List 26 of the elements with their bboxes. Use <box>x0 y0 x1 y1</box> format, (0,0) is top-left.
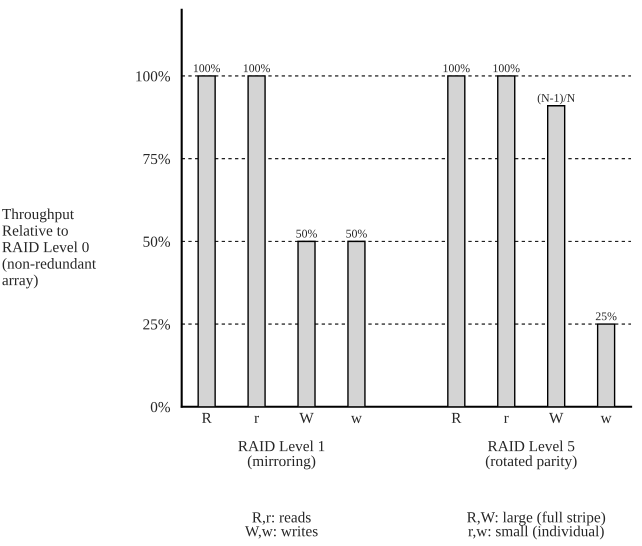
y-axis-title: Throughput Relative to RAID Level 0 (non-redundant array) <box>2 208 96 288</box>
text: RAID Level 1 (mirroring) <box>238 440 324 470</box>
x-tick-label: w <box>600 416 612 424</box>
text: RAID Level 5 (rotated parity) <box>486 440 577 470</box>
x-tick-label: R <box>452 412 462 423</box>
y-tick-label: 25% <box>143 319 170 330</box>
x-tick-label: r <box>504 416 509 423</box>
data-label: 100% <box>494 64 520 72</box>
y-tick-label: 100% <box>136 71 170 82</box>
data-label: 100% <box>444 64 470 72</box>
data-label: 25% <box>596 312 617 320</box>
x-tick-label: W <box>548 412 564 424</box>
x-tick-label: r <box>254 416 259 423</box>
y-tick-label: 0% <box>150 402 170 412</box>
data-label: 50% <box>296 230 317 238</box>
x-tick-label: w <box>350 416 362 424</box>
data-label: 100% <box>244 64 270 72</box>
text: R,W: large (full stripe) r,w: small (individual) <box>467 512 606 540</box>
text: R,r: reads W,w: writes <box>244 512 318 539</box>
y-tick-label: 50% <box>143 236 170 247</box>
data-label: 50% <box>346 230 367 238</box>
x-tick-label: R <box>202 412 212 423</box>
data-label: 100% <box>194 64 220 72</box>
y-tick-label: 75% <box>144 154 170 164</box>
data-label: (N-1)/N <box>538 94 575 104</box>
x-tick-label: W <box>299 412 314 424</box>
